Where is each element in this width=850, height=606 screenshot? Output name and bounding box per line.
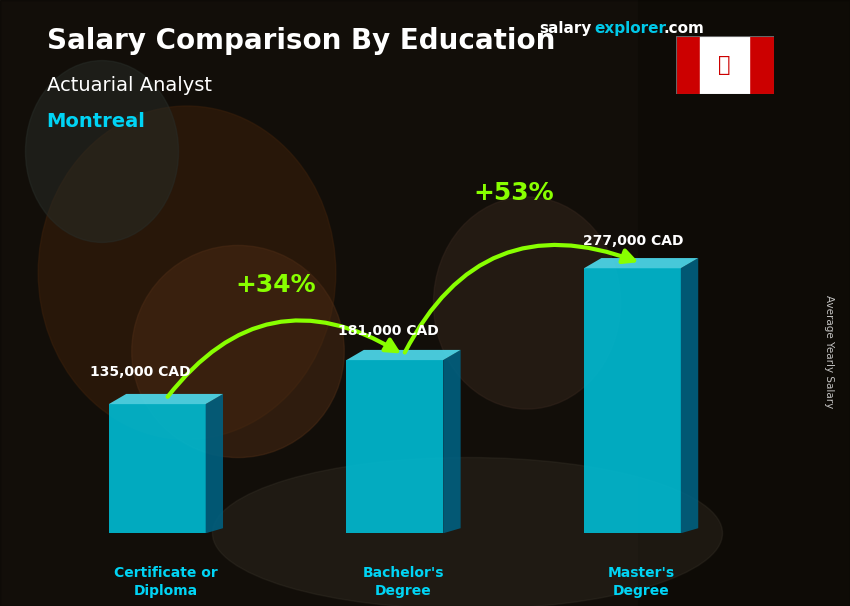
- Polygon shape: [681, 258, 698, 533]
- Polygon shape: [347, 360, 443, 533]
- Ellipse shape: [434, 197, 620, 409]
- Bar: [676, 36, 700, 94]
- Bar: [749, 36, 774, 94]
- Text: Certificate or
Diploma: Certificate or Diploma: [114, 566, 218, 598]
- Text: explorer: explorer: [594, 21, 666, 36]
- FancyArrowPatch shape: [167, 321, 397, 397]
- Polygon shape: [443, 350, 461, 533]
- Text: .com: .com: [664, 21, 705, 36]
- Text: Salary Comparison By Education: Salary Comparison By Education: [47, 27, 555, 55]
- Text: 🍁: 🍁: [718, 55, 731, 75]
- Polygon shape: [584, 258, 698, 268]
- Polygon shape: [584, 268, 681, 533]
- Text: Actuarial Analyst: Actuarial Analyst: [47, 76, 212, 95]
- Text: Bachelor's
Degree: Bachelor's Degree: [363, 566, 445, 598]
- Ellipse shape: [212, 458, 722, 606]
- Text: Montreal: Montreal: [47, 112, 145, 131]
- Text: salary: salary: [540, 21, 592, 36]
- Polygon shape: [109, 394, 223, 404]
- Polygon shape: [347, 350, 461, 360]
- Ellipse shape: [132, 245, 344, 458]
- Text: +53%: +53%: [473, 181, 554, 205]
- Text: Average Yearly Salary: Average Yearly Salary: [824, 295, 834, 408]
- Text: +34%: +34%: [235, 273, 316, 297]
- Text: Master's
Degree: Master's Degree: [608, 566, 675, 598]
- Bar: [638, 0, 850, 606]
- Ellipse shape: [26, 61, 178, 242]
- Text: 181,000 CAD: 181,000 CAD: [338, 324, 439, 338]
- FancyArrowPatch shape: [405, 245, 634, 353]
- Polygon shape: [206, 394, 223, 533]
- Ellipse shape: [38, 106, 336, 439]
- Text: 277,000 CAD: 277,000 CAD: [583, 235, 683, 248]
- Bar: [700, 36, 749, 94]
- Polygon shape: [109, 404, 206, 533]
- Text: 135,000 CAD: 135,000 CAD: [90, 365, 191, 379]
